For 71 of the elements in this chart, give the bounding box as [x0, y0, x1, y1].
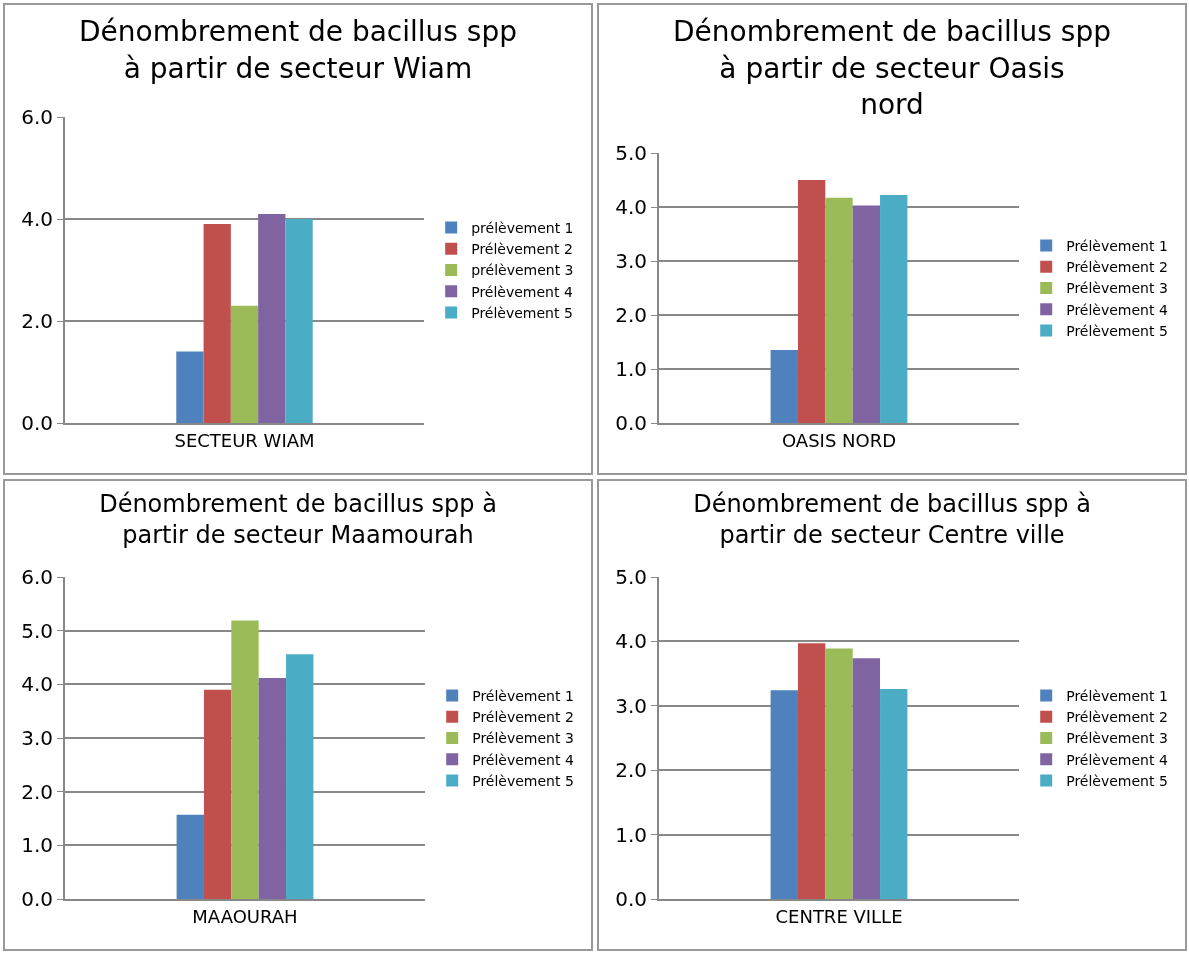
chart-title: Dénombrement de bacillus spp à partir de secteur Maamourah [99, 490, 497, 550]
y-tick-label: 6.0 [21, 105, 53, 129]
legend-label: Prélèvement 1 [1066, 688, 1168, 705]
bar [286, 654, 314, 899]
y-tick-label: 1.0 [615, 822, 647, 847]
legend-label: prélèvement 3 [471, 262, 574, 279]
y-tick-label: 0.0 [21, 887, 53, 911]
bar [258, 677, 287, 899]
legend-label: Prélèvement 5 [1066, 322, 1168, 339]
bar [203, 224, 231, 423]
y-tick-label: 2.0 [615, 303, 647, 327]
bar [825, 648, 853, 899]
bar [770, 350, 798, 423]
bar [880, 195, 908, 423]
legend-label: Prélèvement 3 [1066, 730, 1168, 747]
legend-label: prélèvement 1 [471, 220, 574, 237]
legend-label: Prélèvement 3 [1066, 280, 1168, 297]
chart-title: Dénombrement de bacillus spp à partir de secteur Centre ville [693, 490, 1091, 550]
y-tick-label: 4.0 [21, 672, 53, 697]
chart-title: Dénombrement de bacillus spp à partir de secteur Oasis nord [673, 15, 1111, 122]
legend-label: Prélèvement 4 [472, 751, 574, 768]
y-tick-label: 0.0 [21, 411, 53, 435]
bar [285, 219, 313, 423]
bar [770, 690, 798, 899]
y-tick-label: 1.0 [21, 833, 53, 858]
legend-label: Prélèvement 2 [472, 709, 574, 726]
legend-label: Prélèvement 4 [1066, 751, 1168, 768]
y-tick-label: 0.0 [615, 411, 647, 435]
y-tick-label: 5.0 [615, 565, 647, 589]
y-tick-label: 5.0 [615, 141, 647, 165]
x-tick-label: CENTRE VILLE [775, 905, 903, 927]
legend-label: Prélèvement 5 [471, 304, 573, 321]
y-tick-label: 0.0 [615, 887, 647, 911]
bar [258, 213, 286, 423]
legend-label: Prélèvement 2 [471, 241, 573, 258]
legend-label: Prélèvement 5 [472, 772, 574, 789]
x-tick-label: MAAOURAH [192, 905, 298, 927]
y-tick-label: 3.0 [615, 249, 647, 273]
bar [797, 643, 826, 899]
y-tick-label: 6.0 [21, 565, 53, 589]
x-tick-label: SECTEUR WIAM [174, 429, 315, 451]
bar [176, 351, 204, 423]
y-tick-label: 3.0 [21, 726, 53, 750]
legend-label: Prélèvement 1 [472, 688, 574, 705]
legend-label: Prélèvement 2 [1066, 709, 1168, 726]
x-tick-label: OASIS NORD [781, 429, 897, 451]
y-tick-label: 4.0 [615, 629, 647, 654]
legend-label: Prélèvement 4 [471, 283, 573, 300]
y-tick-label: 4.0 [615, 195, 647, 219]
bar [880, 689, 908, 899]
y-tick-label: 2.0 [615, 758, 647, 783]
bar [825, 197, 853, 423]
legend-label: Prélèvement 2 [1066, 259, 1168, 276]
y-tick-label: 5.0 [21, 618, 53, 643]
y-tick-label: 4.0 [21, 207, 53, 231]
bar [797, 180, 826, 423]
chart-title: Dénombrement de bacillus spp à partir de secteur Wiam [79, 15, 517, 85]
y-tick-label: 3.0 [615, 693, 647, 718]
bar [852, 205, 881, 423]
y-tick-label: 1.0 [615, 357, 647, 381]
bar [176, 814, 204, 899]
bar [231, 620, 259, 899]
bar [203, 689, 232, 899]
y-tick-label: 2.0 [21, 779, 53, 804]
legend-label: Prélèvement 5 [1066, 772, 1168, 789]
bar [852, 658, 881, 899]
legend-label: Prélèvement 3 [472, 730, 574, 747]
bar [230, 305, 259, 423]
legend-label: Prélèvement 1 [1066, 238, 1168, 255]
y-tick-label: 2.0 [21, 309, 53, 333]
legend-label: Prélèvement 4 [1066, 301, 1168, 318]
